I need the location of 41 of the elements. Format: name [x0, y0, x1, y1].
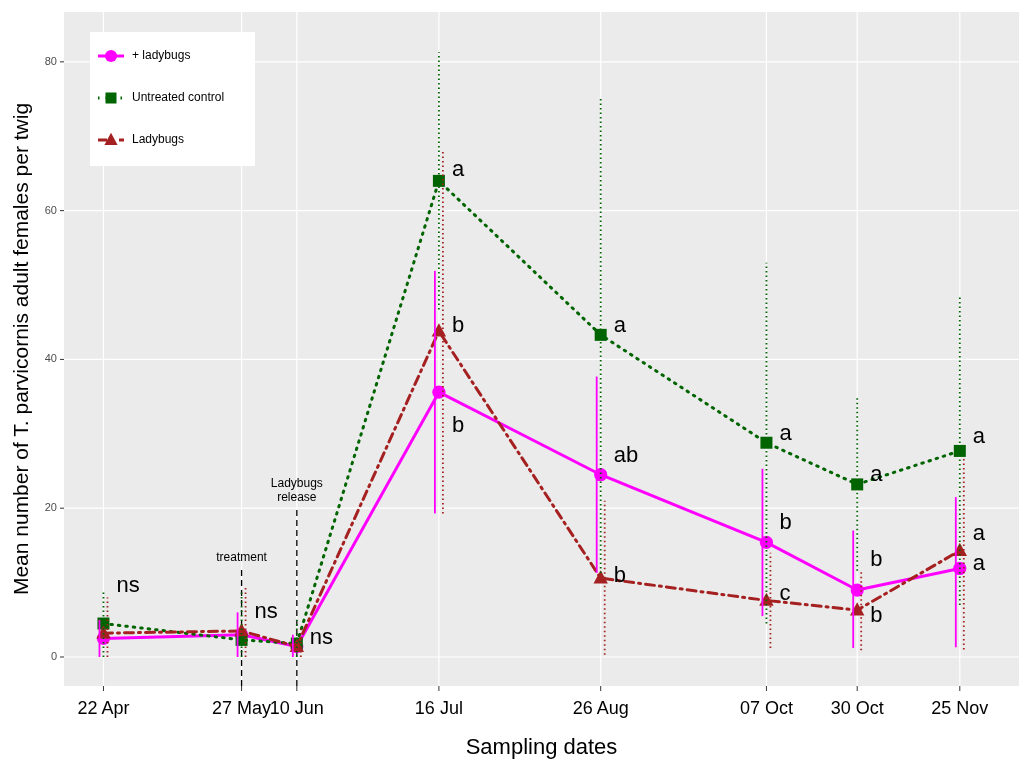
- annotation: c: [779, 579, 791, 605]
- annotation: b: [870, 546, 883, 572]
- annotation: a: [451, 155, 465, 181]
- x-tick-label: 30 Oct: [830, 698, 884, 718]
- annotation: a: [972, 549, 986, 575]
- annotation: b: [870, 601, 883, 627]
- annotation: b: [451, 311, 465, 337]
- x-tick-label: 16 Jul: [414, 698, 463, 718]
- ref-line-label: treatment: [216, 549, 268, 564]
- y-axis-title: Mean number of T. parvicornis adult females per twig: [9, 102, 32, 596]
- x-tick-label: 25 Nov: [931, 698, 989, 718]
- annotation: a: [972, 520, 986, 546]
- point: [760, 436, 773, 449]
- y-tick-label: 0: [50, 649, 57, 662]
- point: [851, 478, 864, 491]
- annotation: a: [613, 311, 627, 337]
- x-tick-label: 26 Aug: [572, 698, 629, 718]
- ref-line-label: Ladybugs release: [270, 475, 323, 504]
- y-tick-label: 60: [44, 203, 57, 216]
- point: [594, 328, 607, 341]
- x-tick-label: 22 Apr: [77, 698, 130, 718]
- annotation: b: [451, 412, 465, 438]
- legend-label: Ladybugs: [132, 132, 185, 147]
- annotation: ns: [254, 598, 278, 624]
- legend-label: Untreated control: [132, 90, 225, 105]
- point: [593, 570, 608, 584]
- point: [432, 174, 445, 187]
- y-tick-label: 40: [44, 352, 57, 365]
- annotation: a: [779, 419, 793, 445]
- annotation: ns: [309, 624, 334, 650]
- x-tick-label: 07 Oct: [739, 698, 793, 718]
- annotation: a: [972, 423, 986, 449]
- legend-label: + ladybugs: [132, 48, 191, 63]
- x-tick-label: 27 May: [212, 698, 272, 718]
- point: [953, 444, 966, 457]
- y-tick-label: 80: [44, 54, 57, 67]
- annotation: ab: [613, 441, 639, 467]
- annotation: ns: [116, 572, 140, 598]
- annotation: b: [779, 508, 792, 534]
- x-axis-title: Sampling dates: [465, 734, 618, 759]
- y-tick-label: 20: [44, 501, 57, 514]
